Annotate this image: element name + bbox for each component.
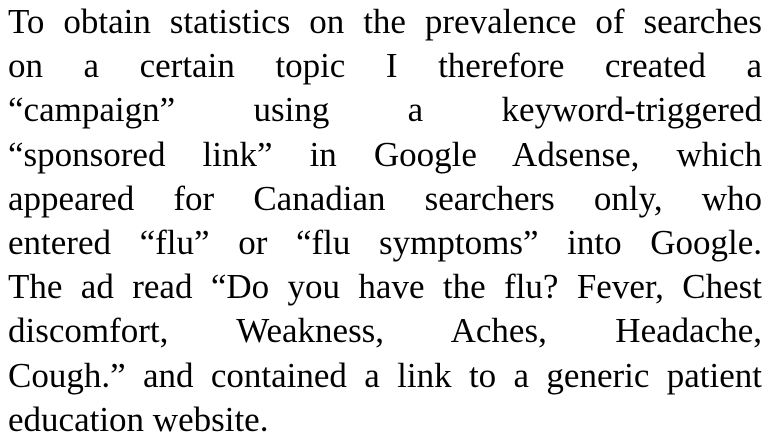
paragraph-line: discomfort, Weakness, Aches, Headache, [8,311,762,351]
paragraph-line: appeared for Canadian searchers only, wh… [8,178,762,218]
paragraph-line: To obtain statistics on the prevalence o… [8,2,762,41]
paragraph-line: on a certain topic I therefore created a [8,46,762,86]
paragraph-line: Cough.” and contained a link to a generi… [8,355,762,395]
paragraph-line: education website. [8,399,269,439]
paragraph-line: “sponsored link” in Google Adsense, whic… [8,134,762,174]
paragraph-line: entered “flu” or “flu symptoms” into Goo… [8,222,762,262]
body-paragraph: To obtain statistics on the prevalence o… [8,0,762,442]
paragraph-line: The ad read “Do you have the flu? Fever,… [8,267,762,307]
paragraph-line: “campaign” using a keyword-triggered [8,90,762,130]
